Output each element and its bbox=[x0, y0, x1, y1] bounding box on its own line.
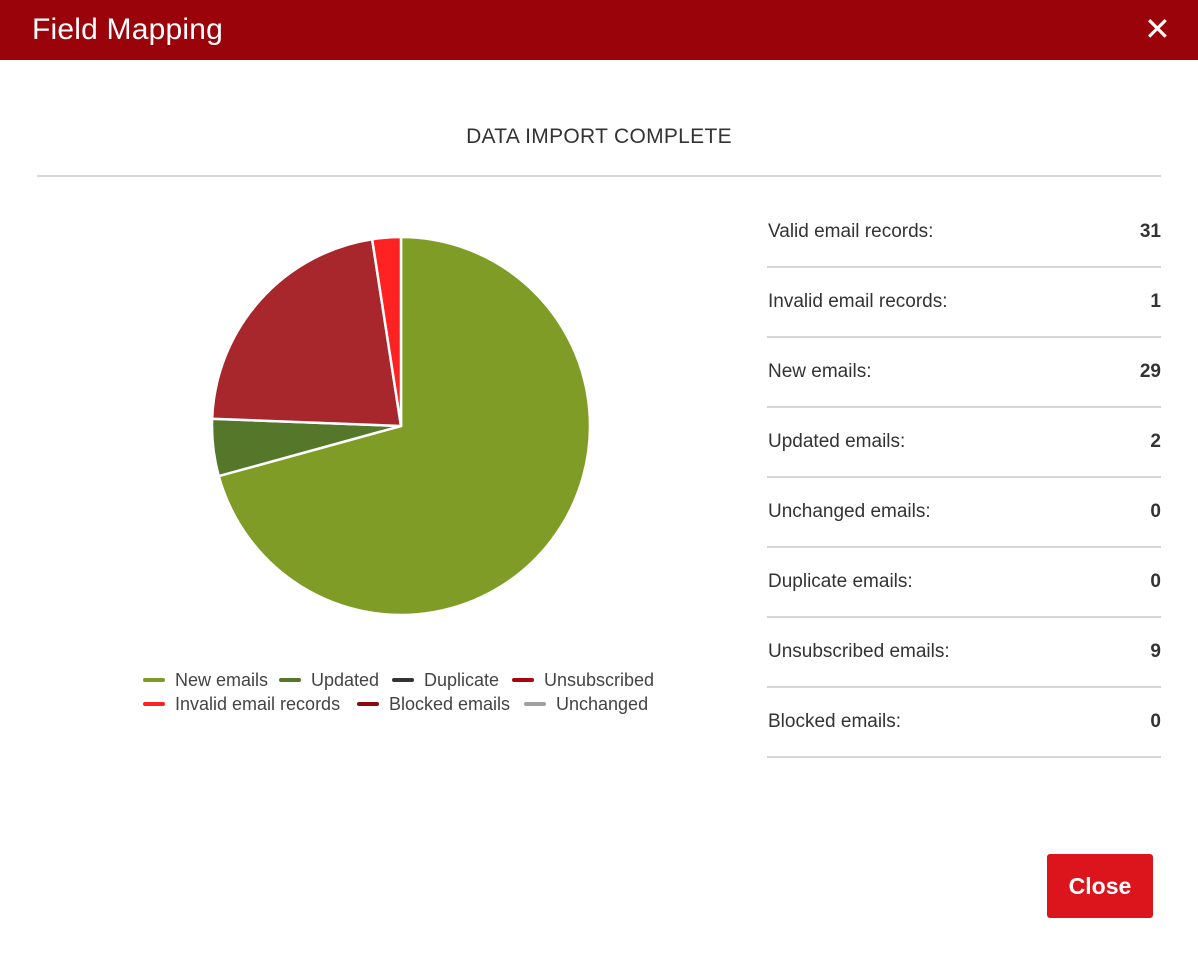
legend-label: Unchanged bbox=[556, 694, 649, 714]
legend-label: Updated bbox=[311, 670, 380, 690]
import-status-heading: DATA IMPORT COMPLETE bbox=[466, 125, 732, 148]
close-icon[interactable]: ✕ bbox=[1144, 11, 1171, 47]
pie-slice-new-emails[interactable] bbox=[217, 235, 592, 617]
stat-label: Valid email records: bbox=[768, 221, 934, 242]
stat-row-invalid-email-records: Invalid email records: 1 bbox=[767, 268, 1161, 338]
stat-row-duplicate-emails: Duplicate emails: 0 bbox=[767, 548, 1161, 618]
stat-label: Duplicate emails: bbox=[768, 571, 913, 592]
legend-swatch bbox=[392, 678, 414, 682]
legend-label: Invalid email records bbox=[175, 694, 341, 714]
stat-value: 1 bbox=[1150, 291, 1161, 312]
stat-value: 29 bbox=[1139, 361, 1161, 382]
legend-swatch bbox=[357, 702, 379, 706]
stat-value: 0 bbox=[1150, 501, 1161, 522]
stat-label: Blocked emails: bbox=[768, 711, 902, 732]
legend-label: Blocked emails bbox=[389, 694, 511, 714]
legend-swatch bbox=[279, 678, 301, 682]
stat-label: Unchanged emails: bbox=[768, 501, 931, 522]
stat-row-unchanged-emails: Unchanged emails: 0 bbox=[767, 478, 1161, 548]
dialog-title: Field Mapping bbox=[32, 13, 224, 46]
legend-swatch bbox=[143, 678, 165, 682]
legend-swatch bbox=[512, 678, 534, 682]
legend-label: Duplicate bbox=[424, 670, 500, 690]
stat-row-blocked-emails: Blocked emails: 0 bbox=[767, 688, 1161, 758]
stat-value: 9 bbox=[1150, 641, 1161, 662]
legend-swatch bbox=[143, 702, 165, 706]
pie-slice-invalid-email-records[interactable] bbox=[370, 235, 403, 428]
pie-chart-area: New emails Updated Duplicate Unsubscribe… bbox=[0, 180, 800, 740]
legend-label: New emails bbox=[175, 670, 269, 690]
pie-chart bbox=[210, 235, 592, 617]
close-button[interactable]: Close bbox=[1047, 854, 1153, 918]
stat-label: Unsubscribed emails: bbox=[768, 641, 950, 662]
stat-label: Updated emails: bbox=[768, 431, 906, 452]
stat-value: 0 bbox=[1150, 571, 1161, 592]
import-stats-list: Valid email records: 31 Invalid email re… bbox=[767, 198, 1161, 758]
stat-row-new-emails: New emails: 29 bbox=[767, 338, 1161, 408]
stat-value: 2 bbox=[1150, 431, 1161, 452]
stat-row-valid-email-records: Valid email records: 31 bbox=[767, 198, 1161, 268]
heading-divider bbox=[37, 175, 1161, 177]
legend-swatch bbox=[524, 702, 546, 706]
stat-value: 0 bbox=[1150, 711, 1161, 732]
pie-slice-unsubscribed[interactable] bbox=[210, 237, 403, 428]
stat-label: Invalid email records: bbox=[768, 291, 948, 312]
dialog-titlebar: Field Mapping ✕ bbox=[0, 0, 1198, 60]
stat-row-updated-emails: Updated emails: 2 bbox=[767, 408, 1161, 478]
stat-value: 31 bbox=[1139, 221, 1161, 242]
legend-label: Unsubscribed bbox=[544, 670, 655, 690]
stat-row-unsubscribed-emails: Unsubscribed emails: 9 bbox=[767, 618, 1161, 688]
stat-label: New emails: bbox=[768, 361, 872, 382]
